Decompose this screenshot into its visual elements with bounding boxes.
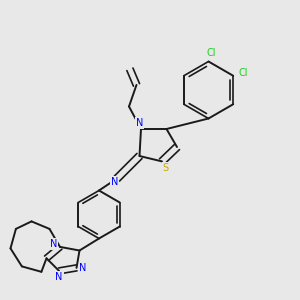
- Text: Cl: Cl: [207, 48, 216, 58]
- Text: N: N: [56, 272, 63, 282]
- Text: S: S: [163, 163, 169, 173]
- Text: N: N: [50, 239, 57, 249]
- Text: N: N: [136, 118, 143, 128]
- Text: Cl: Cl: [238, 68, 247, 78]
- Text: N: N: [111, 177, 118, 187]
- Text: N: N: [80, 263, 87, 273]
